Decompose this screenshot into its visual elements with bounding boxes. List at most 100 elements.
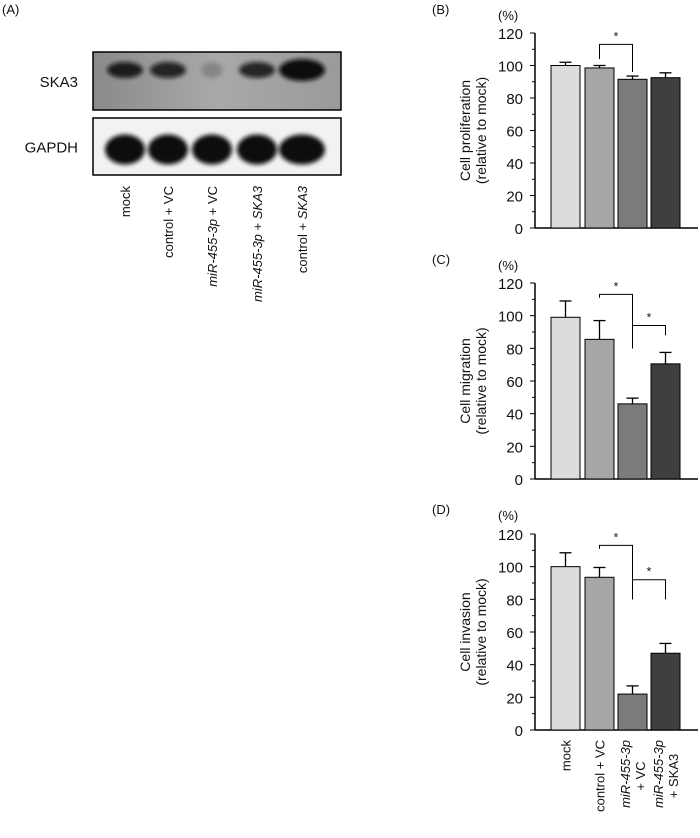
lane-label: miR-455-3p + VC [205,186,220,287]
label-part: + VC [205,186,220,219]
y-axis-label: (relative to mock) [473,578,489,685]
x-category-label: + SKA3 [666,754,681,798]
blot-band [148,134,188,165]
y-axis-label: Cell migration [457,338,473,424]
label-part: control + VC [593,740,608,812]
y-axis-label: (relative to mock) [473,77,489,184]
blot-bands [105,134,325,165]
y-tick-label: 20 [506,439,523,456]
blot-band [237,134,277,165]
bar [584,67,615,229]
y-tick-label: 0 [515,221,523,238]
lane-label: control + VC [161,186,176,258]
blot-band [201,62,223,78]
y-tick-label: 100 [498,560,523,577]
label-part: control + VC [161,186,176,258]
bar-chart-d: (D) (%) Cell invasion (relative to mock) 0 20… [432,502,698,812]
x-category-label: miR-455-3p [651,740,666,808]
label-part: mock [559,740,574,772]
blot-band [279,59,325,81]
blot-frame [92,117,342,176]
significance-label: * [614,29,619,43]
y-tick-label: 60 [506,124,523,141]
y-axis-label: Cell proliferation [457,80,473,181]
y-tick-label: 80 [506,341,523,358]
label-part: miR-455-3p [618,740,633,808]
blot-band [192,134,232,165]
bar [650,652,681,731]
lane-label: mock [118,186,133,218]
y-tick-label: 40 [506,658,523,675]
blot-band [150,62,186,78]
x-category-label: miR-455-3p [618,740,633,808]
bar [650,77,681,229]
bar-chart-c: (C) (%) Cell migration (relative to mock) 0 2… [432,252,698,489]
label-part: + [250,219,265,234]
label-part: SKA3 [250,185,265,219]
y-tick-label: 100 [498,309,523,326]
bar [617,78,648,229]
significance-label: * [647,565,652,579]
blot-band [105,134,145,165]
y-tick-label: 20 [506,690,523,707]
y-tick-label: 20 [506,189,523,206]
y-tick-label: 100 [498,59,523,76]
blot-row-label-ska3: SKA3 [40,74,78,91]
panel-label: (B) [432,2,449,17]
bar [617,403,648,480]
y-tick-label: 0 [515,472,523,489]
panel-label: (D) [432,502,450,517]
y-axis-label: (relative to mock) [473,327,489,434]
label-part: miR-455-3p [651,740,666,808]
unit-label: (%) [498,258,518,273]
blot-bands [107,59,325,81]
significance-bracket [599,544,633,600]
label-part: + SKA3 [666,754,681,798]
panel-label: (C) [432,252,450,267]
significance-bracket [632,324,666,349]
bar [550,65,581,229]
bar-chart-b: (B) (%) Cell proliferation (relative to moc… [432,2,698,238]
bar [617,693,648,731]
y-tick-label: 120 [498,276,523,293]
y-tick-label: 80 [506,592,523,609]
bar [550,566,581,731]
label-part: + VC [633,761,648,790]
significance-bracket [599,43,633,72]
y-tick-label: 0 [515,723,523,740]
bar [650,363,681,480]
x-category-label: + VC [633,761,648,790]
unit-label: (%) [498,8,518,23]
label-part: control + [295,219,310,273]
y-tick-label: 120 [498,527,523,544]
blot-band [279,134,325,165]
panel-label-a: (A) [2,2,19,17]
y-tick-label: 60 [506,374,523,391]
significance-bracket [599,293,633,349]
western-blot-panel: (A) SKA3 GAPDH mock control + VC miR-455-3p +… [2,2,342,302]
bar-charts: (B) (%)Cell proliferation (relative to moc… [432,2,698,812]
blot-band [239,62,275,78]
blot-row-label-gapdh: GAPDH [25,140,78,157]
blot-band [107,62,143,78]
blot-frame [92,51,342,111]
y-axis-label: Cell invasion [457,592,473,671]
y-tick-label: 40 [506,407,523,424]
y-tick-label: 120 [498,26,523,43]
bar [550,316,581,480]
lane-label: control + SKA3 [295,185,310,273]
y-tick-label: 60 [506,625,523,642]
lane-label: miR-455-3p + SKA3 [250,185,265,302]
bar [584,576,615,731]
x-category-label: mock [559,740,574,772]
label-part: miR-455-3p [250,234,265,302]
unit-label: (%) [498,508,518,523]
significance-bracket [632,579,666,600]
label-part: SKA3 [295,185,310,219]
significance-label: * [614,279,619,293]
x-category-label: control + VC [593,740,608,812]
y-tick-label: 80 [506,91,523,108]
bar [584,338,615,480]
y-tick-label: 40 [506,156,523,173]
